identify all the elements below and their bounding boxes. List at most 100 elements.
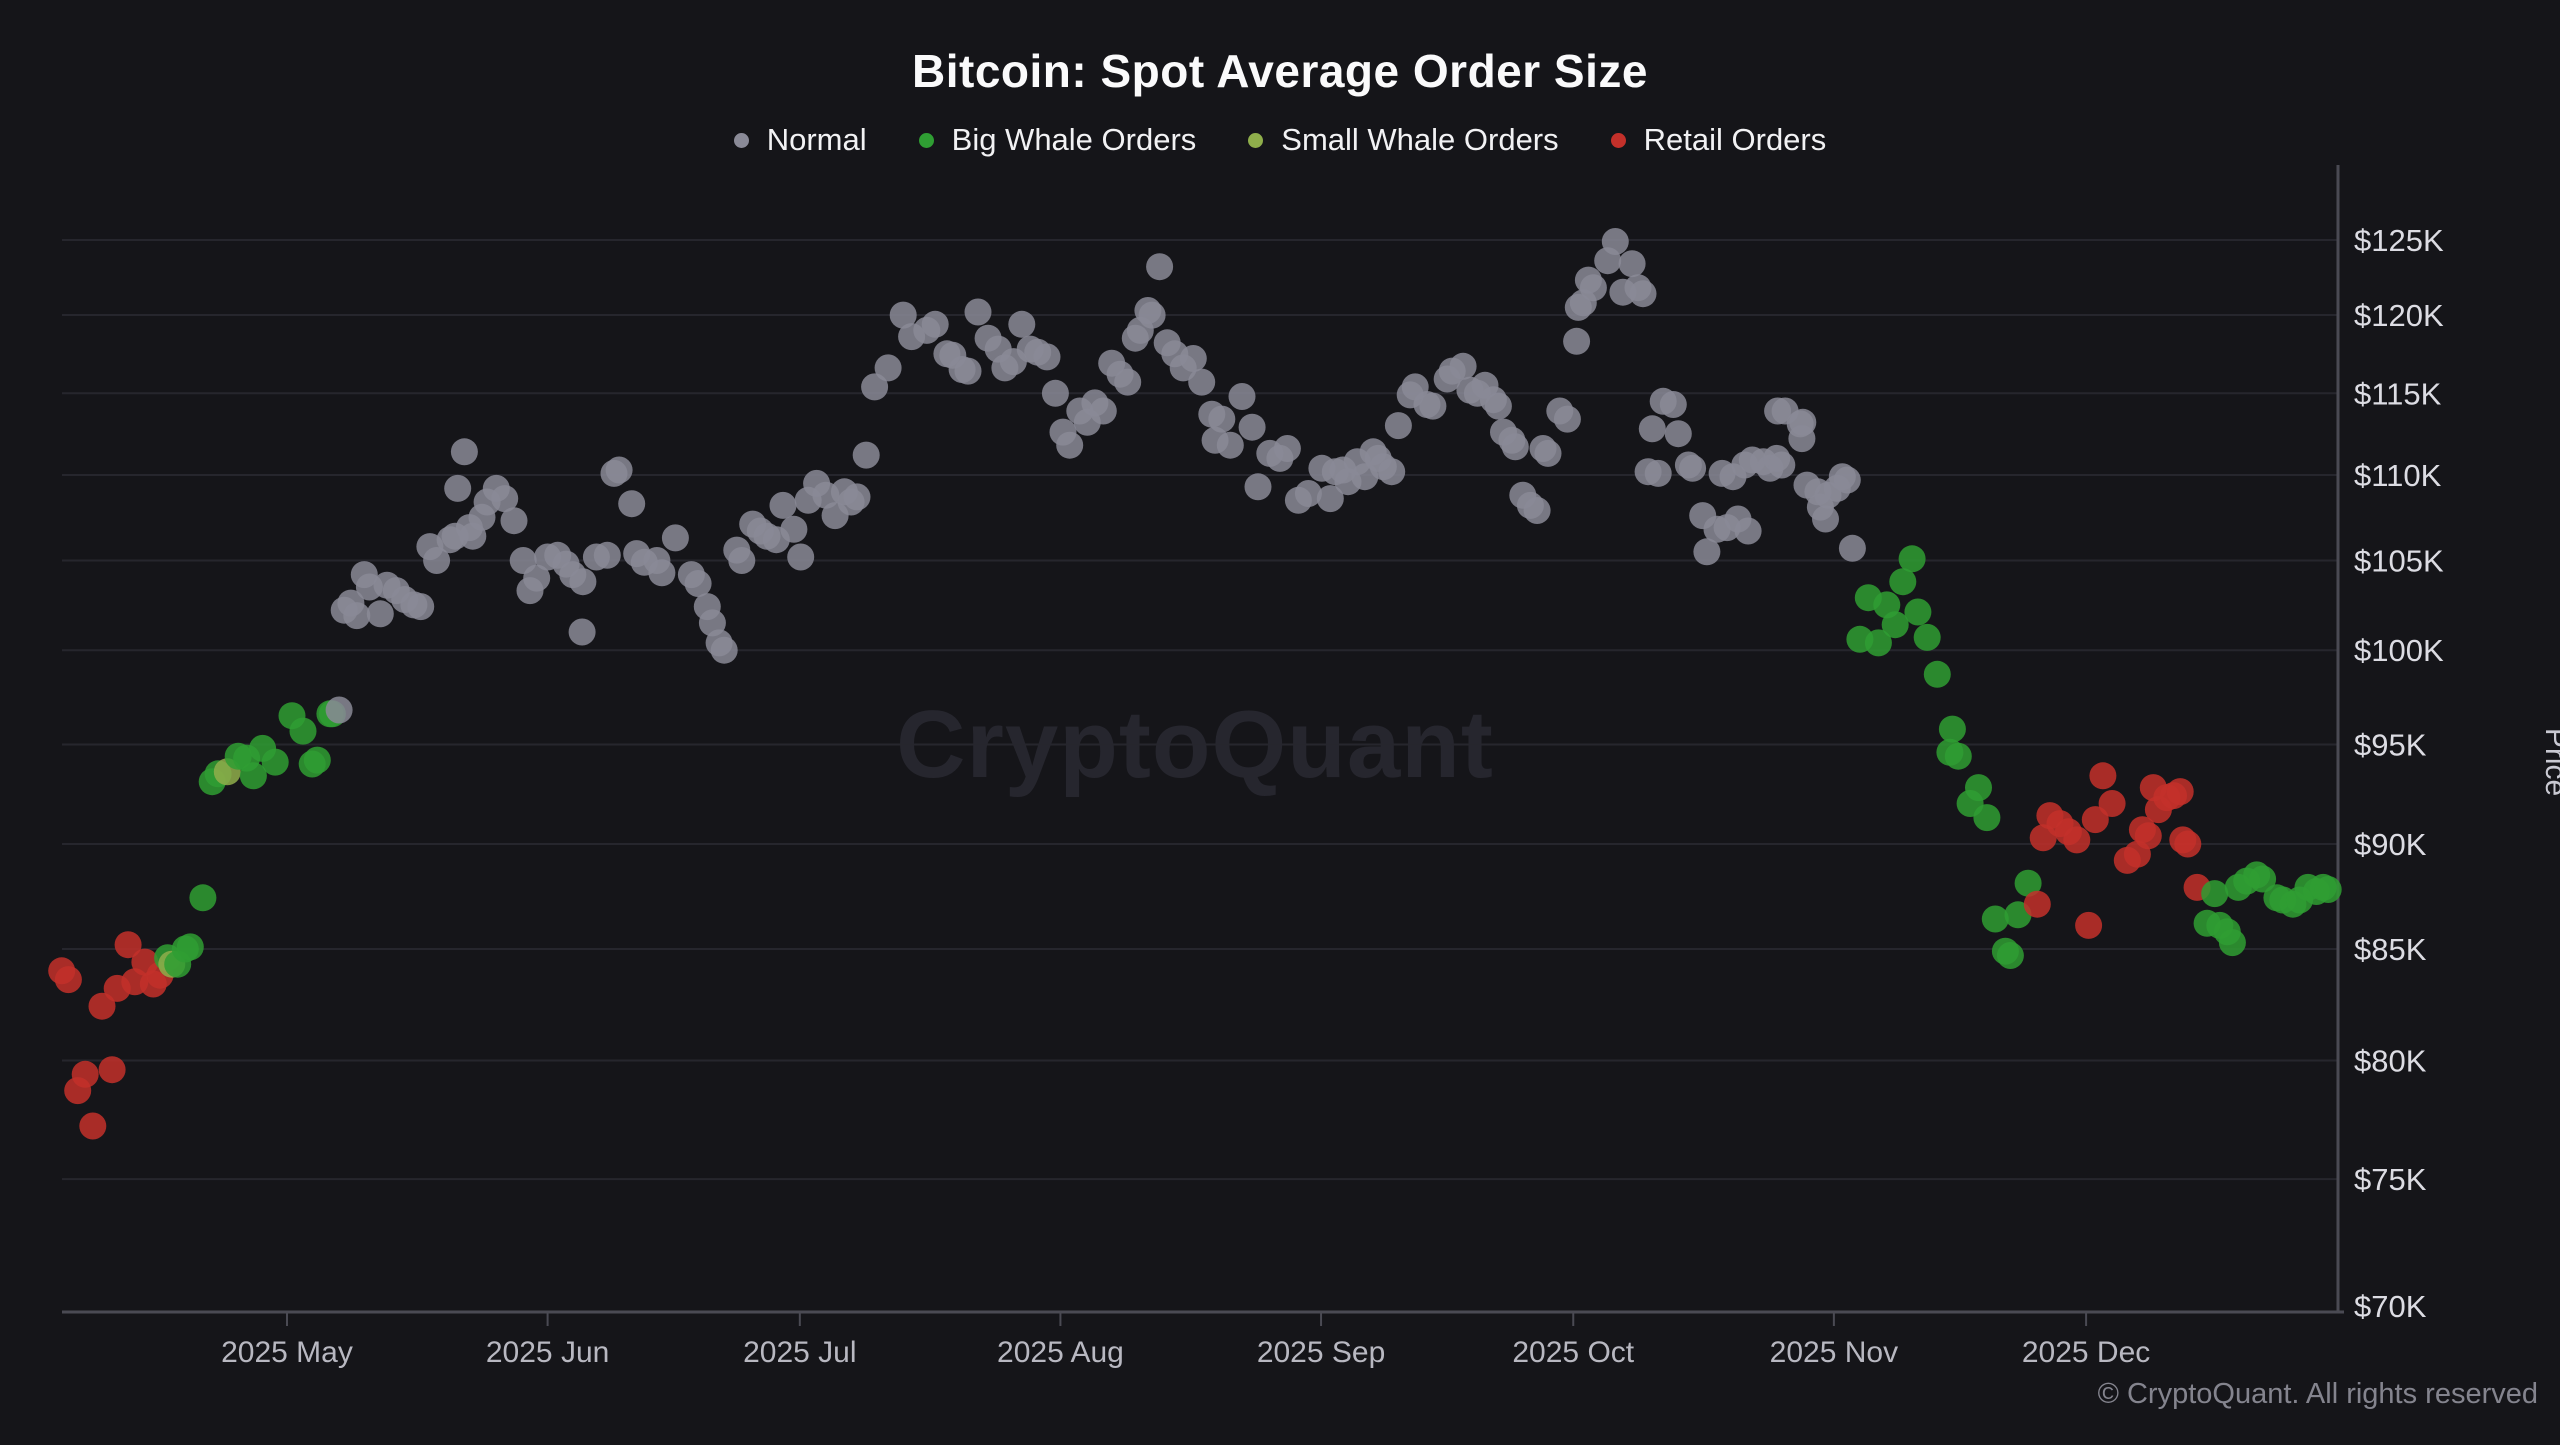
data-point-normal[interactable] xyxy=(500,507,528,535)
data-point-normal[interactable] xyxy=(366,600,394,628)
data-point-normal[interactable] xyxy=(491,485,519,513)
data-point-normal[interactable] xyxy=(787,543,815,571)
data-point-retail[interactable] xyxy=(2081,806,2109,834)
data-point-normal[interactable] xyxy=(1179,345,1207,372)
data-point-normal[interactable] xyxy=(618,490,646,518)
data-point-big-whale[interactable] xyxy=(2249,865,2277,893)
data-point-big-whale[interactable] xyxy=(1965,774,1992,802)
data-point-big-whale[interactable] xyxy=(1898,545,1926,573)
data-point-normal[interactable] xyxy=(1838,534,1866,562)
data-point-retail[interactable] xyxy=(88,992,116,1020)
data-point-big-whale[interactable] xyxy=(2314,876,2342,903)
data-point-normal[interactable] xyxy=(1553,405,1581,433)
data-point-normal[interactable] xyxy=(1534,439,1562,467)
data-point-big-whale[interactable] xyxy=(261,748,289,776)
data-point-big-whale[interactable] xyxy=(2014,869,2042,897)
data-point-normal[interactable] xyxy=(1089,397,1117,425)
data-point-normal[interactable] xyxy=(1449,352,1477,380)
data-point-normal[interactable] xyxy=(1138,301,1166,329)
data-point-normal[interactable] xyxy=(1033,343,1061,371)
data-point-retail[interactable] xyxy=(71,1060,99,1088)
data-point-normal[interactable] xyxy=(874,354,902,382)
data-point-normal[interactable] xyxy=(1384,412,1412,440)
data-point-normal[interactable] xyxy=(1664,420,1692,448)
data-point-normal[interactable] xyxy=(1629,280,1657,308)
data-point-big-whale[interactable] xyxy=(1923,660,1951,688)
data-point-normal[interactable] xyxy=(684,570,712,597)
data-point-big-whale[interactable] xyxy=(1973,804,2001,832)
data-point-normal[interactable] xyxy=(1244,473,1272,501)
data-point-normal[interactable] xyxy=(450,438,478,466)
data-point-retail[interactable] xyxy=(54,966,82,994)
data-point-normal[interactable] xyxy=(523,564,551,592)
data-point-normal[interactable] xyxy=(1789,408,1817,436)
data-point-normal[interactable] xyxy=(964,298,992,326)
data-point-normal[interactable] xyxy=(1679,454,1707,482)
data-point-big-whale[interactable] xyxy=(1864,629,1892,657)
data-point-normal[interactable] xyxy=(1228,383,1256,410)
data-point-normal[interactable] xyxy=(1378,458,1406,486)
data-point-normal[interactable] xyxy=(1273,435,1301,462)
data-point-retail[interactable] xyxy=(2174,830,2202,858)
data-point-retail[interactable] xyxy=(2075,911,2103,939)
data-point-big-whale[interactable] xyxy=(2201,880,2229,908)
data-point-normal[interactable] xyxy=(852,441,880,469)
data-point-normal[interactable] xyxy=(1501,433,1529,461)
data-point-normal[interactable] xyxy=(423,547,451,574)
data-point-normal[interactable] xyxy=(648,559,676,587)
data-point-normal[interactable] xyxy=(1601,228,1629,255)
data-point-normal[interactable] xyxy=(568,618,596,646)
data-point-big-whale[interactable] xyxy=(176,933,204,961)
data-point-big-whale[interactable] xyxy=(1889,568,1917,596)
data-point-retail[interactable] xyxy=(2166,778,2194,806)
data-point-normal[interactable] xyxy=(1659,391,1687,418)
data-point-normal[interactable] xyxy=(605,456,633,484)
data-point-normal[interactable] xyxy=(728,547,756,574)
data-point-retail[interactable] xyxy=(2063,826,2091,854)
data-point-normal[interactable] xyxy=(1734,517,1762,545)
data-point-normal[interactable] xyxy=(889,301,917,329)
data-point-big-whale[interactable] xyxy=(1944,742,1972,770)
data-point-normal[interactable] xyxy=(843,483,871,511)
data-point-big-whale[interactable] xyxy=(1913,623,1941,651)
data-point-normal[interactable] xyxy=(1146,253,1174,281)
data-point-normal[interactable] xyxy=(1316,485,1344,513)
data-point-normal[interactable] xyxy=(861,373,889,401)
legend-item-big-whale[interactable]: Big Whale Orders xyxy=(918,122,1196,158)
data-point-normal[interactable] xyxy=(444,474,472,502)
legend-item-small-whale[interactable]: Small Whale Orders xyxy=(1248,122,1559,158)
data-point-normal[interactable] xyxy=(1638,415,1666,443)
data-point-normal[interactable] xyxy=(1563,327,1591,355)
data-point-big-whale[interactable] xyxy=(239,762,267,790)
data-point-normal[interactable] xyxy=(1579,274,1607,302)
data-point-normal[interactable] xyxy=(1812,505,1839,533)
data-point-big-whale[interactable] xyxy=(289,717,317,745)
data-point-normal[interactable] xyxy=(1768,451,1796,479)
data-point-big-whale[interactable] xyxy=(1996,942,2024,969)
data-point-big-whale[interactable] xyxy=(1904,598,1932,626)
data-point-normal[interactable] xyxy=(1208,405,1236,433)
data-point-retail[interactable] xyxy=(2089,762,2117,790)
data-point-normal[interactable] xyxy=(661,524,689,552)
data-point-normal[interactable] xyxy=(1294,480,1322,507)
data-point-normal[interactable] xyxy=(593,541,621,569)
data-point-normal[interactable] xyxy=(769,491,797,519)
legend-item-retail[interactable]: Retail Orders xyxy=(1610,122,1826,158)
data-point-retail[interactable] xyxy=(2134,822,2162,850)
data-point-normal[interactable] xyxy=(1238,413,1266,441)
data-point-normal[interactable] xyxy=(1188,368,1216,396)
data-point-normal[interactable] xyxy=(710,636,738,664)
data-point-retail[interactable] xyxy=(98,1056,126,1084)
data-point-big-whale[interactable] xyxy=(1881,611,1909,639)
data-point-normal[interactable] xyxy=(1644,459,1672,487)
data-point-normal[interactable] xyxy=(1833,466,1861,494)
data-point-big-whale[interactable] xyxy=(1938,715,1966,743)
data-point-normal[interactable] xyxy=(1216,431,1244,459)
data-point-retail[interactable] xyxy=(114,931,142,959)
data-point-big-whale[interactable] xyxy=(189,884,217,912)
data-point-normal[interactable] xyxy=(1008,310,1036,338)
data-point-retail[interactable] xyxy=(2023,890,2051,918)
data-point-normal[interactable] xyxy=(954,357,982,385)
data-point-normal[interactable] xyxy=(1693,538,1721,566)
data-point-normal[interactable] xyxy=(343,602,371,630)
